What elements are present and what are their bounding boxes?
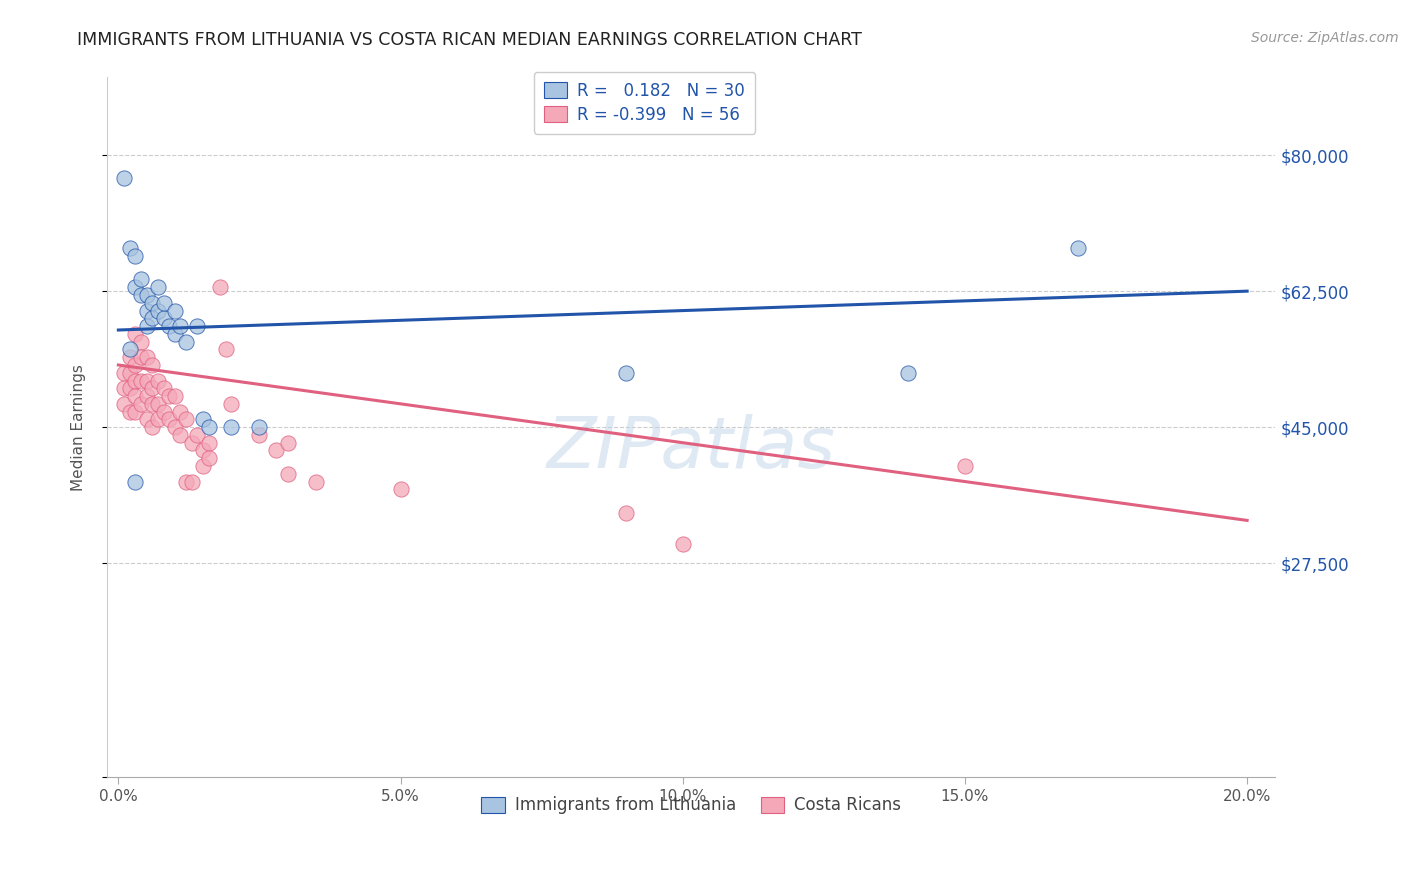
Point	[118, 343, 141, 357]
Point	[163, 303, 186, 318]
Point	[197, 420, 219, 434]
Point	[135, 389, 157, 403]
Point	[277, 467, 299, 481]
Text: Source: ZipAtlas.com: Source: ZipAtlas.com	[1251, 31, 1399, 45]
Point	[672, 537, 695, 551]
Point	[197, 435, 219, 450]
Point	[129, 334, 152, 349]
Point	[124, 358, 146, 372]
Point	[118, 366, 141, 380]
Point	[118, 404, 141, 418]
Point	[112, 366, 135, 380]
Point	[135, 319, 157, 334]
Point	[124, 249, 146, 263]
Point	[135, 374, 157, 388]
Point	[897, 366, 920, 380]
Point	[174, 475, 197, 489]
Point	[118, 350, 141, 364]
Point	[186, 319, 208, 334]
Point	[112, 171, 135, 186]
Point	[112, 381, 135, 395]
Point	[146, 412, 169, 426]
Point	[135, 303, 157, 318]
Text: ZIPatlas: ZIPatlas	[547, 414, 835, 483]
Point	[191, 458, 214, 473]
Point	[124, 389, 146, 403]
Point	[118, 381, 141, 395]
Point	[157, 389, 180, 403]
Point	[146, 280, 169, 294]
Point	[389, 483, 412, 497]
Point	[124, 475, 146, 489]
Point	[249, 428, 271, 442]
Point	[191, 412, 214, 426]
Legend: Immigrants from Lithuania, Costa Ricans: Immigrants from Lithuania, Costa Ricans	[471, 787, 911, 824]
Point	[141, 295, 163, 310]
Point	[219, 420, 242, 434]
Point	[152, 311, 174, 326]
Point	[208, 280, 231, 294]
Point	[152, 295, 174, 310]
Point	[186, 428, 208, 442]
Point	[163, 389, 186, 403]
Point	[169, 319, 191, 334]
Point	[141, 381, 163, 395]
Point	[141, 311, 163, 326]
Point	[219, 397, 242, 411]
Point	[124, 374, 146, 388]
Point	[191, 443, 214, 458]
Point	[141, 397, 163, 411]
Point	[141, 358, 163, 372]
Point	[135, 412, 157, 426]
Point	[180, 435, 202, 450]
Point	[129, 288, 152, 302]
Point	[112, 397, 135, 411]
Point	[953, 458, 976, 473]
Point	[152, 404, 174, 418]
Point	[157, 412, 180, 426]
Point	[174, 334, 197, 349]
Point	[146, 374, 169, 388]
Point	[157, 319, 180, 334]
Point	[129, 374, 152, 388]
Point	[249, 420, 271, 434]
Text: IMMIGRANTS FROM LITHUANIA VS COSTA RICAN MEDIAN EARNINGS CORRELATION CHART: IMMIGRANTS FROM LITHUANIA VS COSTA RICAN…	[77, 31, 862, 49]
Point	[1067, 241, 1090, 255]
Point	[305, 475, 328, 489]
Point	[118, 241, 141, 255]
Point	[129, 272, 152, 286]
Point	[169, 404, 191, 418]
Point	[169, 428, 191, 442]
Point	[197, 451, 219, 466]
Point	[277, 435, 299, 450]
Point	[614, 366, 637, 380]
Point	[124, 280, 146, 294]
Point	[146, 303, 169, 318]
Point	[152, 381, 174, 395]
Point	[180, 475, 202, 489]
Point	[135, 288, 157, 302]
Point	[266, 443, 288, 458]
Point	[124, 326, 146, 341]
Point	[163, 326, 186, 341]
Point	[141, 420, 163, 434]
Point	[124, 404, 146, 418]
Point	[163, 420, 186, 434]
Point	[129, 397, 152, 411]
Point	[614, 506, 637, 520]
Point	[135, 350, 157, 364]
Point	[146, 397, 169, 411]
Point	[129, 350, 152, 364]
Point	[214, 343, 236, 357]
Point	[174, 412, 197, 426]
Y-axis label: Median Earnings: Median Earnings	[72, 364, 86, 491]
